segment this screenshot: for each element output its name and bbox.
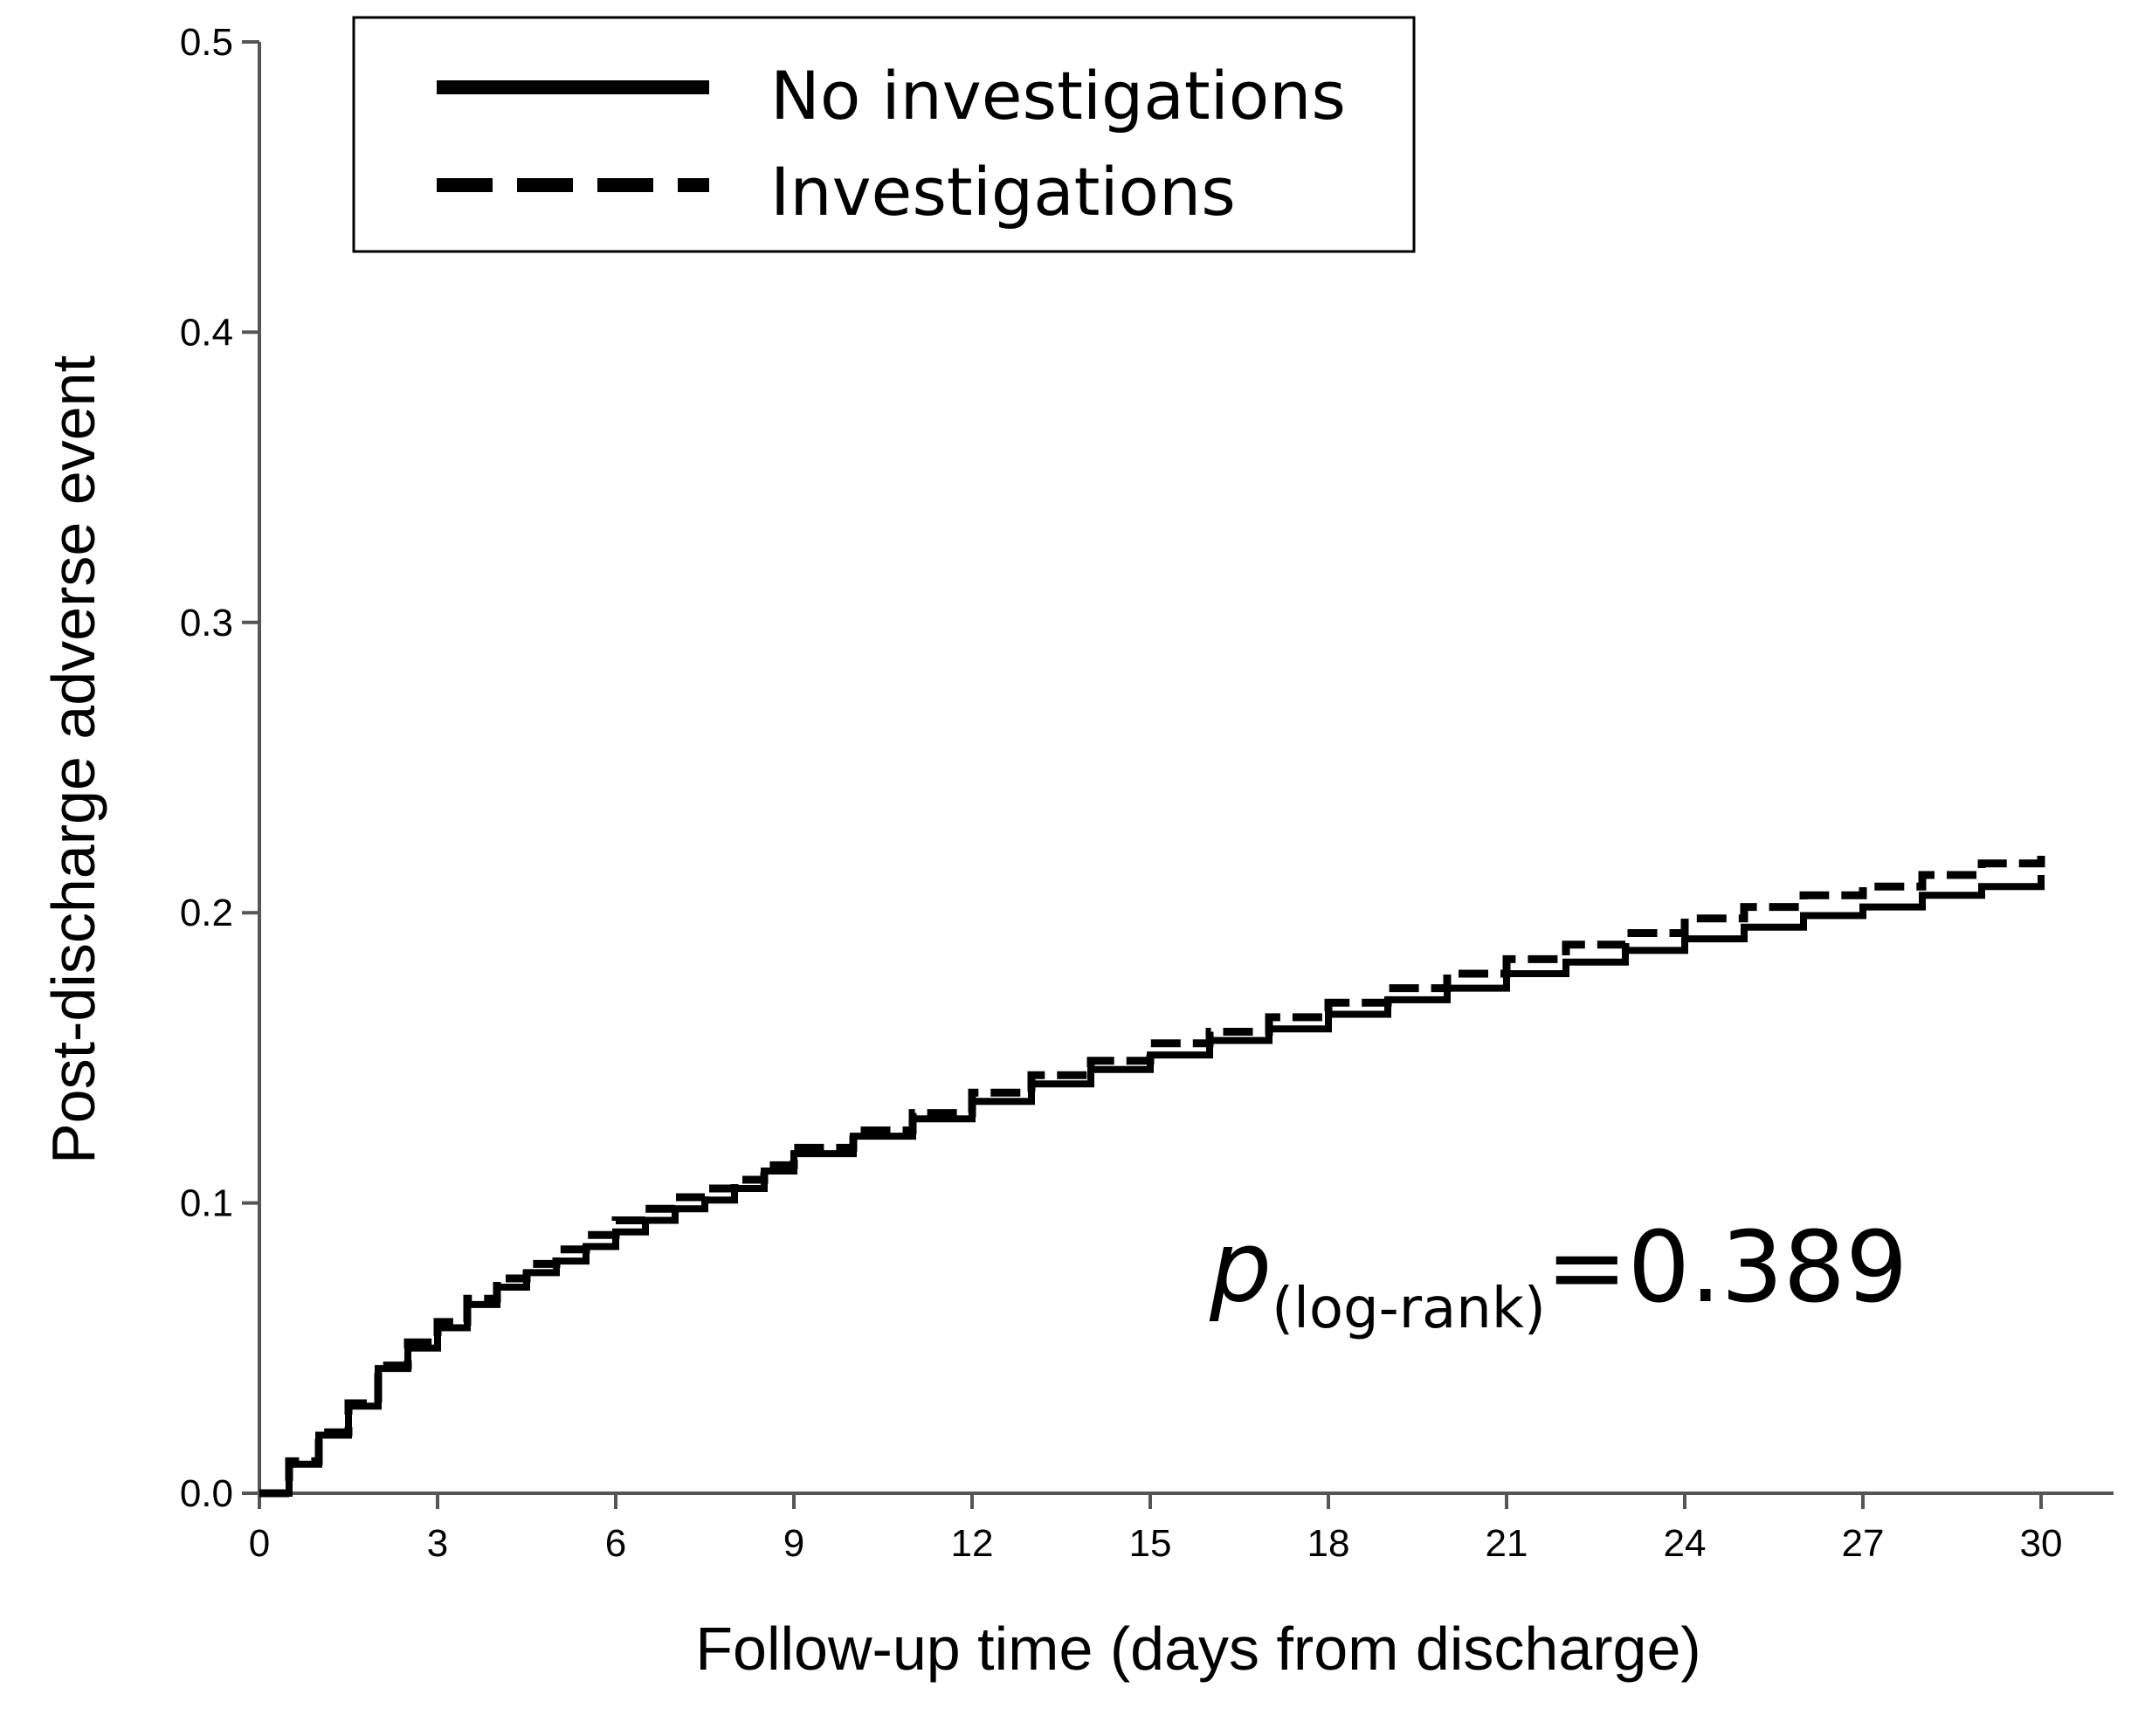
x-tick-label: 12	[951, 1522, 994, 1565]
p-value-annotation: p(log-rank)=0.389	[1209, 1211, 1907, 1341]
p-subscript: (log-rank)	[1272, 1277, 1546, 1341]
x-ticks: 0 3 6 9 12 15 18 21 24 27 30	[249, 1493, 2063, 1565]
x-tick-label: 0	[249, 1522, 270, 1565]
x-tick-label: 3	[427, 1522, 448, 1565]
y-ticks: 0.0 0.1 0.2 0.3 0.4 0.5	[180, 21, 259, 1515]
x-tick-label: 18	[1307, 1522, 1350, 1565]
y-tick-label: 0.4	[180, 311, 233, 354]
x-tick-label: 6	[605, 1522, 626, 1565]
y-tick-label: 0.5	[180, 21, 233, 64]
y-axis-title: Post-discharge adverse event	[39, 355, 107, 1164]
x-axis-title: Follow-up time (days from discharge)	[695, 1615, 1700, 1683]
y-tick-label: 0.2	[180, 892, 233, 934]
series-layer	[259, 851, 2045, 1498]
legend-label-no-investigations: No investigations	[770, 57, 1346, 134]
legend: No investigations Investigations	[352, 16, 1416, 253]
axes: 0 3 6 9 12 15 18 21 24 27 30 0.0 0.1 0.2 0.3 0.4 0.5	[180, 21, 2114, 1565]
legend-label-investigations: Investigations	[770, 153, 1236, 231]
x-tick-label: 24	[1664, 1522, 1707, 1565]
y-tick-label: 0.1	[180, 1182, 233, 1225]
series-line-investigations	[259, 851, 2045, 1498]
x-tick-label: 21	[1486, 1522, 1528, 1565]
x-tick-label: 30	[2020, 1522, 2063, 1565]
legend-box	[352, 16, 1416, 253]
y-tick-label: 0.0	[180, 1472, 233, 1515]
series-line-no-investigations	[259, 875, 2045, 1497]
p-value: =0.389	[1546, 1211, 1907, 1325]
x-tick-label: 9	[783, 1522, 804, 1565]
x-tick-label: 27	[1842, 1522, 1885, 1565]
x-tick-label: 15	[1129, 1522, 1172, 1565]
p-symbol: p	[1209, 1211, 1272, 1325]
y-tick-label: 0.3	[180, 602, 233, 644]
